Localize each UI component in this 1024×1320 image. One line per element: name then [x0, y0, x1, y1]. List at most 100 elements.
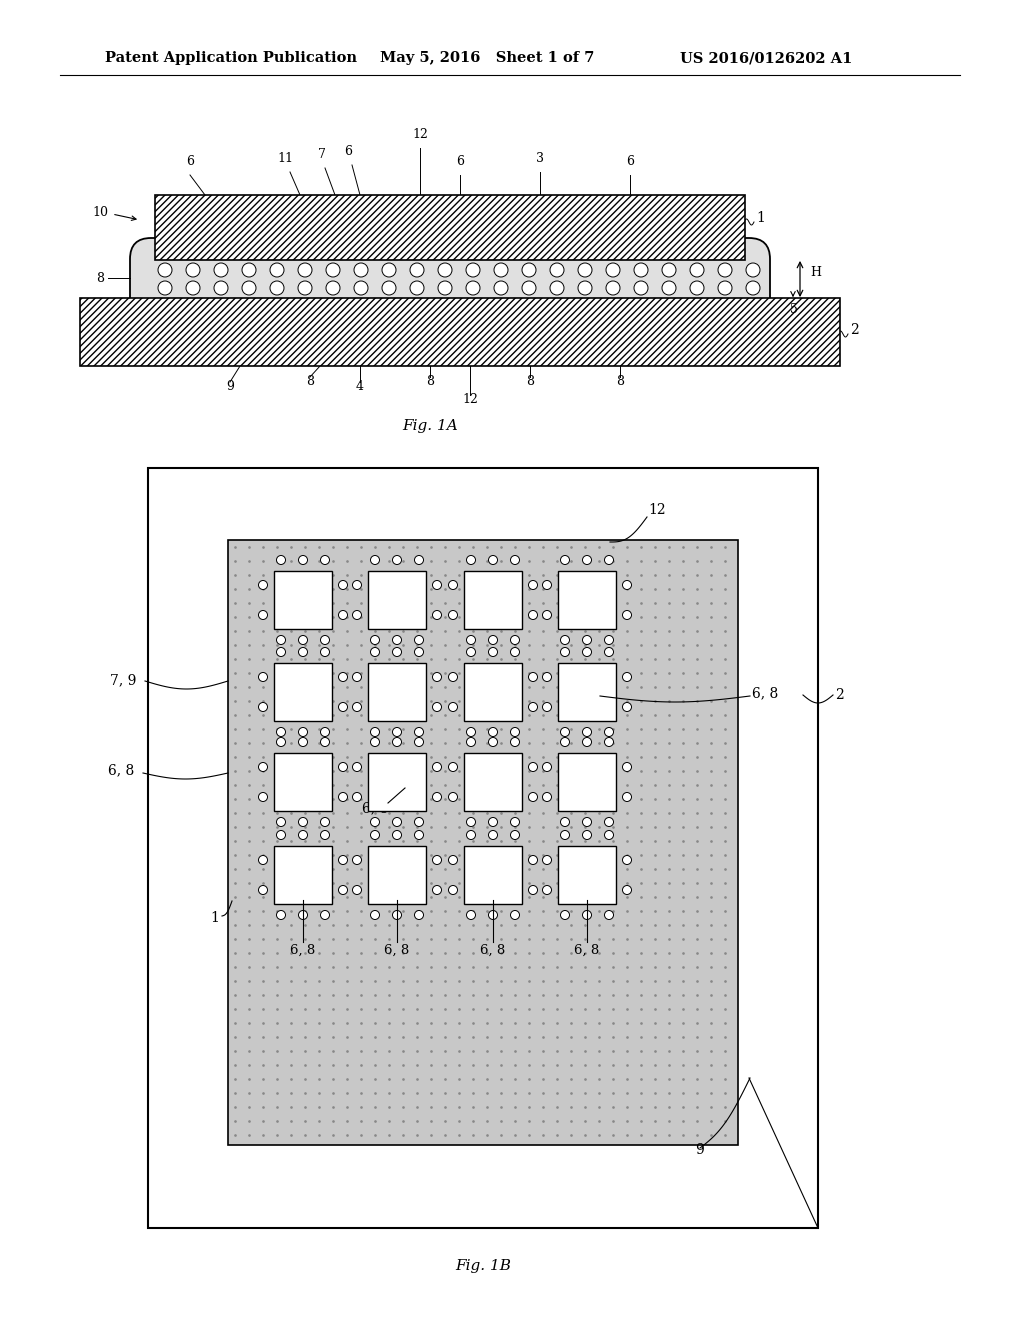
Circle shape: [299, 727, 307, 737]
Circle shape: [449, 886, 458, 895]
Circle shape: [604, 738, 613, 747]
Text: 6, 8: 6, 8: [361, 801, 388, 814]
Circle shape: [415, 727, 424, 737]
Circle shape: [634, 281, 648, 294]
Circle shape: [270, 263, 284, 277]
Circle shape: [583, 830, 592, 840]
Bar: [274, 572, 332, 630]
Bar: [558, 572, 616, 630]
Circle shape: [352, 581, 361, 590]
Circle shape: [299, 556, 307, 565]
Circle shape: [432, 581, 441, 590]
Bar: [368, 752, 426, 810]
Circle shape: [276, 911, 286, 920]
Circle shape: [718, 263, 732, 277]
Circle shape: [583, 648, 592, 656]
Circle shape: [528, 672, 538, 681]
Circle shape: [186, 281, 200, 294]
Circle shape: [511, 738, 519, 747]
Text: 4: 4: [356, 380, 364, 393]
Circle shape: [299, 635, 307, 644]
Circle shape: [298, 281, 312, 294]
Circle shape: [258, 702, 267, 711]
Bar: [464, 572, 522, 630]
Text: 6: 6: [456, 154, 464, 168]
Circle shape: [432, 763, 441, 771]
Circle shape: [276, 648, 286, 656]
Text: 12: 12: [462, 393, 478, 407]
Circle shape: [392, 738, 401, 747]
Circle shape: [352, 763, 361, 771]
Circle shape: [488, 817, 498, 826]
Circle shape: [466, 281, 480, 294]
Circle shape: [488, 635, 498, 644]
Circle shape: [543, 581, 552, 590]
Circle shape: [354, 263, 368, 277]
Text: 2: 2: [835, 688, 844, 702]
Circle shape: [560, 830, 569, 840]
Circle shape: [449, 702, 458, 711]
Circle shape: [214, 263, 228, 277]
Circle shape: [392, 648, 401, 656]
Bar: [558, 752, 616, 810]
Circle shape: [354, 281, 368, 294]
Circle shape: [528, 855, 538, 865]
Circle shape: [371, 911, 380, 920]
Circle shape: [258, 581, 267, 590]
Circle shape: [604, 727, 613, 737]
Text: 8: 8: [526, 375, 534, 388]
Circle shape: [604, 648, 613, 656]
Circle shape: [528, 763, 538, 771]
Bar: [228, 540, 738, 1144]
Text: 9: 9: [695, 1143, 705, 1158]
Text: Fig. 1B: Fig. 1B: [455, 1259, 511, 1272]
Circle shape: [371, 635, 380, 644]
Circle shape: [298, 263, 312, 277]
Circle shape: [382, 281, 396, 294]
Circle shape: [662, 263, 676, 277]
Circle shape: [550, 281, 564, 294]
Circle shape: [511, 911, 519, 920]
Circle shape: [583, 556, 592, 565]
Circle shape: [511, 817, 519, 826]
Circle shape: [276, 556, 286, 565]
Text: Fig. 1A: Fig. 1A: [402, 418, 458, 433]
Bar: [148, 469, 818, 1228]
Circle shape: [158, 281, 172, 294]
Circle shape: [326, 281, 340, 294]
Circle shape: [623, 581, 632, 590]
Circle shape: [604, 830, 613, 840]
Circle shape: [415, 556, 424, 565]
Circle shape: [560, 817, 569, 826]
Circle shape: [494, 263, 508, 277]
Circle shape: [415, 911, 424, 920]
Circle shape: [467, 648, 475, 656]
Text: 6, 8: 6, 8: [752, 686, 778, 700]
Circle shape: [606, 281, 620, 294]
Circle shape: [371, 738, 380, 747]
Circle shape: [258, 855, 267, 865]
Circle shape: [467, 727, 475, 737]
Circle shape: [583, 911, 592, 920]
Circle shape: [543, 763, 552, 771]
Circle shape: [352, 610, 361, 619]
Circle shape: [718, 281, 732, 294]
Text: 7, 9: 7, 9: [110, 673, 136, 686]
Bar: [368, 846, 426, 904]
Text: 6: 6: [186, 154, 194, 168]
Circle shape: [258, 763, 267, 771]
Text: 5: 5: [791, 304, 798, 315]
Circle shape: [511, 727, 519, 737]
Circle shape: [438, 281, 452, 294]
Circle shape: [371, 830, 380, 840]
Circle shape: [449, 610, 458, 619]
Circle shape: [321, 738, 330, 747]
Text: May 5, 2016   Sheet 1 of 7: May 5, 2016 Sheet 1 of 7: [380, 51, 594, 65]
Circle shape: [522, 281, 536, 294]
Circle shape: [371, 556, 380, 565]
Circle shape: [258, 672, 267, 681]
Circle shape: [606, 263, 620, 277]
Circle shape: [352, 855, 361, 865]
Circle shape: [432, 886, 441, 895]
Text: 12: 12: [648, 503, 666, 517]
